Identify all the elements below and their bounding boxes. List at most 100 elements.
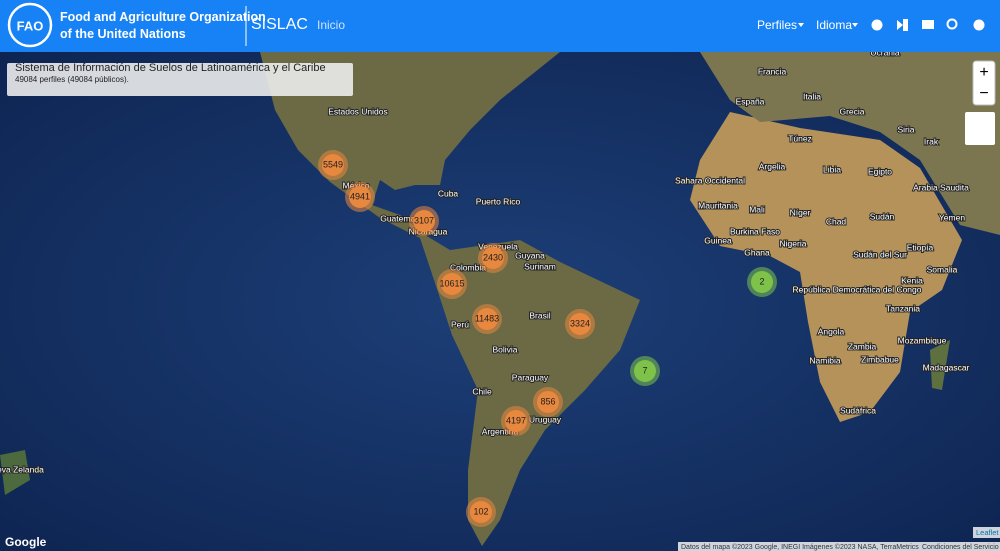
caret [852, 23, 858, 27]
place-label: Cuba [438, 188, 459, 198]
place-label: Puerto Rico [476, 196, 521, 206]
cluster-count: 2430 [483, 252, 503, 262]
cluster[interactable] [441, 273, 463, 295]
menu[interactable]: Perfiles [757, 18, 797, 32]
place-label: Ucrania [870, 52, 900, 57]
place-label: Zimbabue [861, 354, 899, 364]
cluster-count: 10615 [439, 278, 464, 288]
place-label: Chad [826, 216, 847, 226]
menu[interactable]: Idioma [816, 18, 852, 32]
place-label: Italia [803, 91, 821, 101]
place-label: Tanzania [886, 303, 920, 313]
americas [260, 52, 640, 546]
place-label: Sudáfrica [840, 405, 876, 415]
layer-control[interactable] [965, 112, 995, 145]
cluster[interactable] [569, 313, 591, 335]
org-name: of the United Nations [60, 27, 186, 41]
place-label: Namibia [809, 355, 840, 365]
header: FAO Food and Agriculture Organization of… [0, 0, 1000, 52]
place-label: Zambia [848, 341, 877, 351]
place-label: Paraguay [512, 372, 549, 382]
place-label: Mali [749, 204, 765, 214]
zoom-in[interactable]: + [979, 64, 988, 81]
place-label: Argelia [759, 161, 786, 171]
cluster[interactable] [470, 501, 492, 523]
cluster[interactable] [413, 210, 435, 232]
place-label: Burkina Faso [730, 226, 780, 236]
header-graphic: FAO Food and Agriculture Organization of… [7, 2, 985, 48]
map[interactable]: Estados UnidosMéxicoCubaPuerto RicoGuate… [0, 52, 1000, 551]
leaflet-link[interactable]: Leaflet [976, 528, 999, 537]
cluster-count: 3324 [570, 318, 590, 328]
cluster[interactable] [505, 410, 527, 432]
place-label: España [736, 96, 765, 106]
place-label: Nueva Zelanda [0, 464, 44, 474]
place-label: Perú [451, 319, 469, 329]
attribution: Datos del mapa ©2023 Google, INEGI Imáge… [681, 543, 919, 551]
place-label: Bolivia [492, 344, 517, 354]
place-label: Somalia [927, 264, 958, 274]
zoom-control [972, 60, 996, 106]
place-label: Etiopía [907, 242, 934, 252]
place-label: Madagascar [923, 362, 970, 372]
logo-ring [7, 2, 53, 48]
place-label: Angola [818, 326, 845, 336]
cluster-count: 2 [759, 276, 764, 286]
place-label: Uruguay [529, 414, 562, 424]
cluster[interactable] [476, 308, 498, 330]
cluster[interactable] [634, 360, 656, 382]
cluster-count: 11483 [475, 313, 499, 323]
place-label: República Democrática del Congo [793, 284, 922, 294]
place-label: Egipto [868, 166, 892, 176]
place-label: Túnez [788, 133, 812, 143]
info-title: Sistema de Información de Suelos de Lati… [15, 62, 326, 74]
place-label: Francia [758, 66, 787, 76]
cluster[interactable] [349, 186, 371, 208]
place-label: Mozambique [898, 335, 947, 345]
place-label: Yemen [939, 212, 965, 222]
cluster[interactable] [482, 247, 504, 269]
zoom-out[interactable]: − [979, 85, 988, 102]
place-label: Guinea [704, 235, 732, 245]
place-label: Irak [924, 136, 939, 146]
place-label: Kenia [901, 275, 923, 285]
cluster[interactable] [322, 154, 344, 176]
place-label: Guyana [515, 250, 545, 260]
leaflet-box [973, 527, 1000, 538]
google-logo: Google [5, 535, 47, 549]
place-label: Chile [472, 386, 492, 396]
place-label: Brasil [529, 310, 550, 320]
user-icon[interactable] [871, 19, 883, 31]
login-icon[interactable] [897, 19, 908, 31]
place-label: Colombia [450, 262, 486, 272]
place-label: Estados Unidos [328, 106, 388, 116]
search-icon[interactable] [946, 18, 958, 30]
place-label: Sahara Occidental [675, 175, 745, 185]
info-subtitle: 49084 perfiles (49084 públicos). [15, 75, 129, 84]
cluster-count: 856 [540, 396, 555, 406]
cluster-count: 7 [642, 365, 647, 375]
place-label: Grecia [839, 106, 864, 116]
new-zealand [0, 450, 30, 495]
africa [690, 112, 962, 422]
org-name: Food and Agriculture Organization [60, 10, 266, 24]
info-box [7, 63, 353, 96]
cluster[interactable] [537, 391, 559, 413]
cluster[interactable] [751, 271, 773, 293]
cluster-count: 4197 [506, 415, 526, 425]
nav-link[interactable]: Inicio [317, 18, 345, 32]
place-label: Surinam [524, 261, 556, 271]
terms-link[interactable]: Condiciones del Servicio [922, 544, 999, 551]
mail-icon[interactable] [922, 20, 934, 29]
place-label: Mauritania [698, 200, 738, 210]
caret [798, 23, 804, 27]
help-icon[interactable] [973, 19, 985, 31]
cluster-count: 102 [473, 506, 488, 516]
app-name[interactable]: SISLAC [251, 16, 308, 33]
attribution-box [678, 542, 1000, 551]
place-label: Níger [790, 207, 811, 217]
place-label: Ghana [744, 247, 770, 257]
place-label: Sudán del Sur [853, 249, 907, 259]
cluster-count: 5549 [323, 159, 343, 169]
